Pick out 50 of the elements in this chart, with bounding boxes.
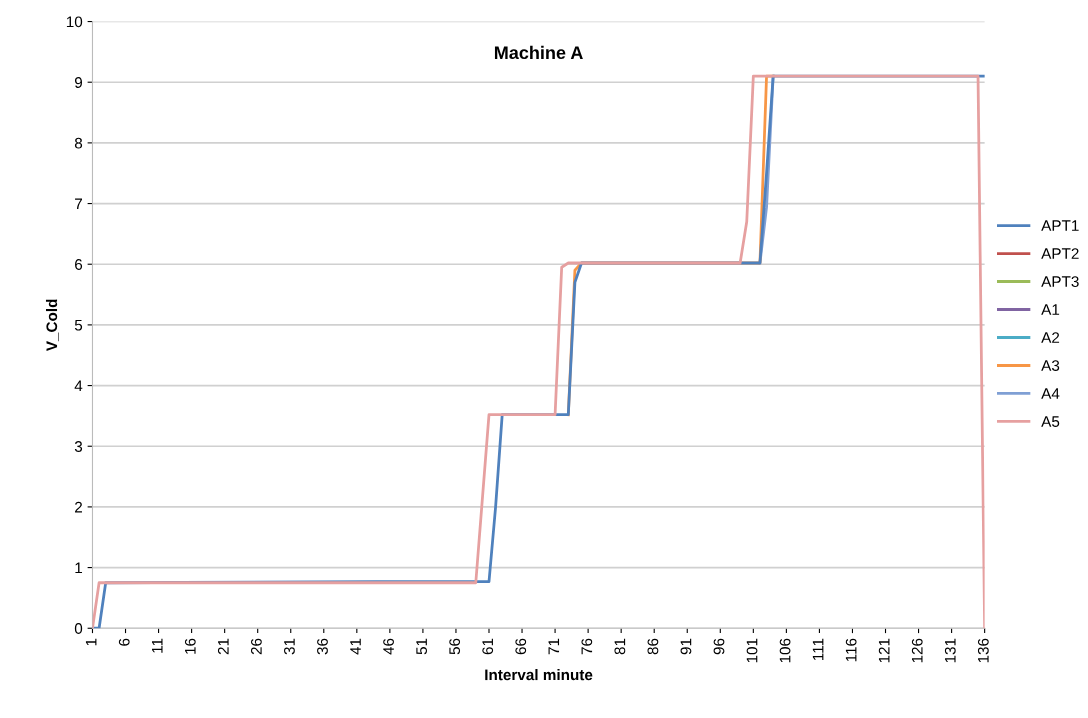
- y-axis-title: V_Cold: [45, 299, 59, 352]
- x-tick-label: 21: [217, 638, 229, 655]
- y-tick-label: 3: [74, 441, 83, 452]
- x-tick-label: 121: [878, 638, 890, 663]
- x-tick-label: 16: [184, 638, 196, 654]
- x-tick-label: 26: [250, 638, 262, 655]
- y-tick-label: 7: [75, 198, 82, 210]
- legend-label: A4: [1041, 388, 1060, 399]
- legend-label: APT3: [1041, 276, 1079, 288]
- x-tick-label: 126: [911, 638, 923, 663]
- x-tick-label: 76: [581, 638, 593, 655]
- x-tick-label: 71: [548, 638, 560, 655]
- x-tick-label: 41: [350, 638, 361, 655]
- legend-label: A2: [1041, 332, 1060, 343]
- y-tick-label: 9: [74, 77, 83, 88]
- x-tick-label: 111: [812, 638, 824, 661]
- y-tick-label: 2: [75, 501, 82, 513]
- x-tick-label: 66: [515, 638, 527, 655]
- y-tick-label: 6: [75, 259, 83, 270]
- x-tick-label: 6: [118, 638, 130, 646]
- x-tick-label: 36: [317, 638, 328, 655]
- x-tick-label: 81: [614, 638, 626, 655]
- legend-label: A1: [1041, 304, 1060, 315]
- x-tick-label: 31: [284, 638, 295, 655]
- x-tick-label: 116: [845, 638, 857, 662]
- x-tick-label: 136: [977, 638, 989, 663]
- y-tick-label: 1: [75, 562, 83, 574]
- y-tick-label: 10: [66, 16, 83, 28]
- y-tick-label: 8: [74, 137, 83, 149]
- x-tick-label: 131: [944, 638, 956, 663]
- x-tick-label: 101: [746, 638, 758, 663]
- x-tick-label: 46: [383, 638, 394, 655]
- legend-label: A3: [1041, 360, 1060, 371]
- legend-label: APT2: [1041, 248, 1079, 259]
- y-tick-label: 5: [74, 319, 83, 331]
- legend-label: APT1: [1041, 220, 1079, 231]
- text: Machine A: [494, 45, 583, 60]
- y-tick-label: 4: [74, 380, 83, 392]
- x-tick-label: 1: [85, 638, 97, 646]
- x-tick-label: 11: [152, 638, 163, 653]
- x-tick-label: 51: [416, 638, 428, 655]
- x-axis-title: Interval minute: [485, 669, 593, 681]
- x-tick-label: 106: [779, 638, 791, 663]
- x-tick-label: 96: [713, 638, 725, 655]
- x-tick-label: 86: [647, 638, 659, 655]
- legend-label: A5: [1041, 416, 1060, 427]
- x-tick-label: 61: [482, 638, 494, 655]
- x-tick-label: 56: [449, 638, 461, 655]
- x-tick-label: 91: [680, 638, 692, 655]
- y-tick-label: 0: [74, 623, 83, 634]
